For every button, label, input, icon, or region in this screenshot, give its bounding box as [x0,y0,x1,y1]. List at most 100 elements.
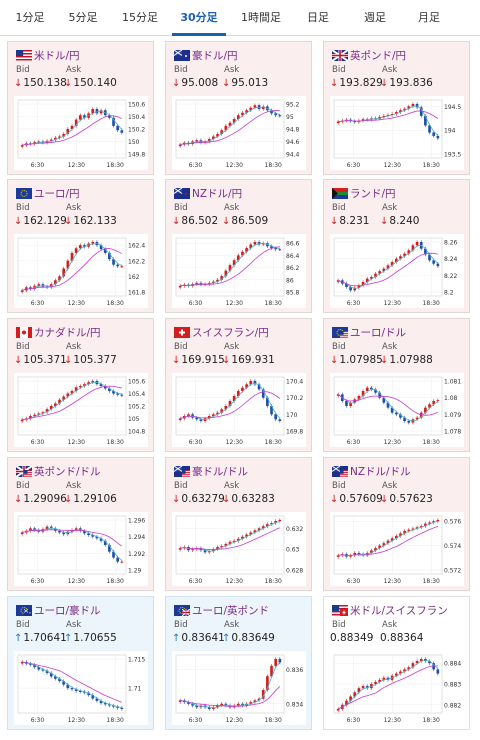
candle [278,249,282,251]
bid-value: ↓8.231 [330,215,369,227]
x-tick-label: 18:30 [107,578,124,585]
candle [257,698,261,701]
tab-3[interactable]: 30分足 [172,0,226,36]
pair-title[interactable]: ユーロ/豪ドル [34,605,101,617]
ma-long-line [180,246,280,287]
y-tick-label: 0.63 [286,547,300,554]
rate-card[interactable]: ユーロ/ドル Bid Ask ↓1.07985 ↓1.07988 1.081 1.08 1.0… [323,318,470,452]
rate-card[interactable]: 豪ドル/ドル Bid Ask ↓0.63279 ↓0.63283 0.632 0.63 0.6… [165,457,312,591]
x-tick-label: 12:30 [68,717,85,724]
rate-card[interactable]: スイスフラン/円 Bid Ask ↓169.915 ↓169.931 170.4 170.2… [165,318,312,452]
candle [220,546,224,548]
tab-4[interactable]: 1時間足 [241,11,281,24]
bid-number: 105.371 [23,354,67,366]
ma-long-line [22,115,123,146]
candle [245,248,248,252]
pair-title[interactable]: 英ポンド/ドル [34,466,101,478]
bid-value: ↑1.70641 [14,632,67,644]
candle [394,412,398,415]
pair-title[interactable]: 米ドル/スイスフラン [350,605,448,617]
rate-card[interactable]: NZドル/円 Bid Ask ↓86.502 ↓86.509 86.6 86.4 86.2 86… [165,179,312,313]
pair-title[interactable]: ユーロ/ドル [350,327,407,339]
y-tick-label: 1.079 [444,412,461,419]
candle [91,242,95,244]
x-tick-label: 12:30 [384,439,401,446]
candle [353,121,357,123]
candle [270,523,273,525]
candle [249,244,253,249]
pair-title[interactable]: スイスフラン/円 [192,327,269,339]
rate-card[interactable]: ユーロ/円 Bid Ask ↓162.129 ↓162.133 162.4 162.2 162… [7,179,154,313]
candle [257,528,261,531]
candle [232,119,236,123]
candle [245,534,248,537]
tab-5[interactable]: 日足 [307,11,329,24]
rate-card[interactable]: 英ポンド/円 Bid Ask ↓193.829 ↓193.836 194.5 194 193.… [323,41,470,175]
y-tick-label: 105.6 [128,379,145,386]
us-flag [16,50,32,61]
candle [74,248,78,253]
candle [228,401,232,406]
candle [178,285,182,288]
tab-7[interactable]: 月足 [418,11,440,24]
candle [224,543,228,547]
bid-label: Bid [332,620,346,630]
candle [374,389,377,393]
ma-short-line [180,662,281,709]
x-tick-label: 12:30 [384,578,401,585]
candle [407,667,411,670]
candle [278,659,282,663]
y-tick-label: 149.8 [128,152,145,159]
candle [178,700,182,702]
rate-card[interactable]: NZドル/ドル Bid Ask ↓0.57609 ↓0.57623 0.576 0.574 0… [323,457,470,591]
candle [261,106,265,109]
candle [257,242,261,245]
bid-label: Bid [174,65,188,75]
pair-title[interactable]: ランド/円 [350,188,396,200]
candle [349,402,352,406]
rate-card[interactable]: 豪ドル/円 Bid Ask ↓95.008 ↓95.013 95.2 95 94.8 94.6 9… [165,41,312,175]
pair-title[interactable]: ユーロ/円 [34,188,80,200]
candle [116,706,120,708]
pair-title[interactable]: 豪ドル/ドル [192,466,249,478]
pair-title[interactable]: ユーロ/英ポンド [192,605,270,617]
candle [249,702,253,704]
arrow-up-icon: ↑ [64,633,73,644]
tab-0[interactable]: 1分足 [15,11,45,24]
pair-title[interactable]: NZドル/円 [192,188,243,200]
candle [415,661,419,664]
pair-title[interactable]: 英ポンド/円 [350,50,407,62]
pair-title[interactable]: 米ドル/円 [34,50,80,62]
rate-card[interactable]: ランド/円 Bid Ask ↓8.231 ↓8.240 8.26 8.24 8.22 8.2 6:… [323,179,470,313]
x-tick-label: 6:30 [31,439,45,446]
pair-title[interactable]: 豪ドル/円 [192,50,238,62]
tab-2[interactable]: 15分足 [122,11,158,24]
pair-title[interactable]: カナダドル/円 [34,327,101,339]
y-tick-label: 150 [128,139,140,146]
ma-short-line [337,659,439,710]
ask-number: 150.140 [73,77,117,89]
tab-6[interactable]: 週足 [364,11,386,24]
x-tick-label: 18:30 [265,578,282,585]
rate-card[interactable]: 英ポンド/ドル Bid Ask ↓1.29096 ↓1.29106 1.296 1.294 1… [7,457,154,591]
candle [20,419,24,422]
candle [62,681,66,685]
au-us-flag [174,466,190,477]
rate-card[interactable]: 米ドル/円 Bid Ask ↓150.138 ↓150.140 150.6 150.4 150… [7,41,154,175]
candle [78,690,82,692]
candle [20,661,24,664]
candle [212,549,215,552]
candle [66,129,70,134]
rate-card[interactable]: 米ドル/スイスフラン Bid Ask 0.88349 0.88364 0.884 0.883… [323,596,470,730]
ma-short-line [337,388,439,422]
candle [236,255,240,261]
candle [58,399,61,404]
bid-value: ↓169.915 [172,354,225,366]
rate-card[interactable]: カナダドル/円 Bid Ask ↓105.371 ↓105.377 105.6 105.4 1… [7,318,154,452]
tab-1[interactable]: 5分足 [68,11,98,24]
candle [220,276,224,280]
rate-card[interactable]: ユーロ/豪ドル Bid Ask ↑1.70641 ↑1.70655 1.715 1.71 6:… [7,596,154,730]
candle [191,549,194,551]
rate-card[interactable]: ユーロ/英ポンド Bid Ask ↑0.83641 ↑0.83649 0.836 0.834… [165,596,312,730]
pair-title[interactable]: NZドル/ドル [350,466,411,478]
